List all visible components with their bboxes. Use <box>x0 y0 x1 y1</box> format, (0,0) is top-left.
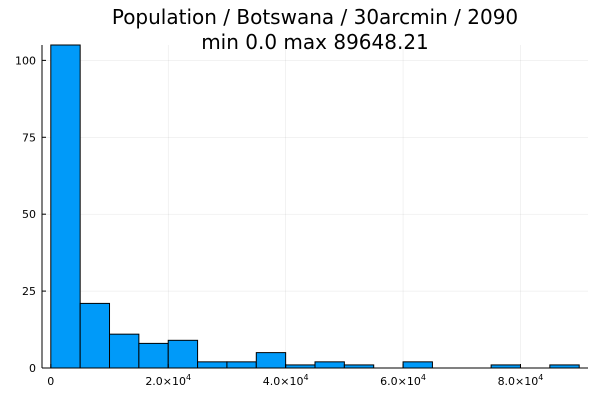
grid-lines <box>42 45 588 369</box>
histogram-bar <box>226 361 257 369</box>
x-tick-label: 8.0×104 <box>498 373 544 388</box>
y-tick-label: 75 <box>22 131 36 144</box>
y-tick-label: 0 <box>29 362 36 375</box>
chart-title: Population / Botswana / 30arcmin / 2090 <box>112 5 518 29</box>
histogram-bar <box>314 361 345 369</box>
x-axis-ticks: 0 2.0×104 4.0×104 6.0×104 8.0×104 <box>47 364 543 388</box>
histogram-bar <box>79 302 111 369</box>
x-tick-label: 0 <box>47 375 54 388</box>
histogram-bar <box>50 44 81 369</box>
histogram-bar <box>402 361 433 369</box>
y-tick-label: 50 <box>22 208 36 221</box>
histogram-bar <box>138 342 169 369</box>
y-tick-label: 100 <box>15 54 36 67</box>
histogram-bar <box>255 352 287 369</box>
bars <box>50 44 580 369</box>
y-axis-ticks: 0 25 50 75 100 <box>15 54 46 375</box>
chart-subtitle: min 0.0 max 89648.21 <box>201 30 429 54</box>
histogram-bar <box>109 333 140 369</box>
y-tick-label: 25 <box>22 285 36 298</box>
histogram-bar <box>167 339 199 369</box>
x-tick-label: 2.0×104 <box>145 373 191 388</box>
axes <box>41 45 588 369</box>
histogram-bar <box>197 361 228 369</box>
x-tick-label: 4.0×104 <box>263 373 309 388</box>
x-tick-label: 6.0×104 <box>380 373 426 388</box>
